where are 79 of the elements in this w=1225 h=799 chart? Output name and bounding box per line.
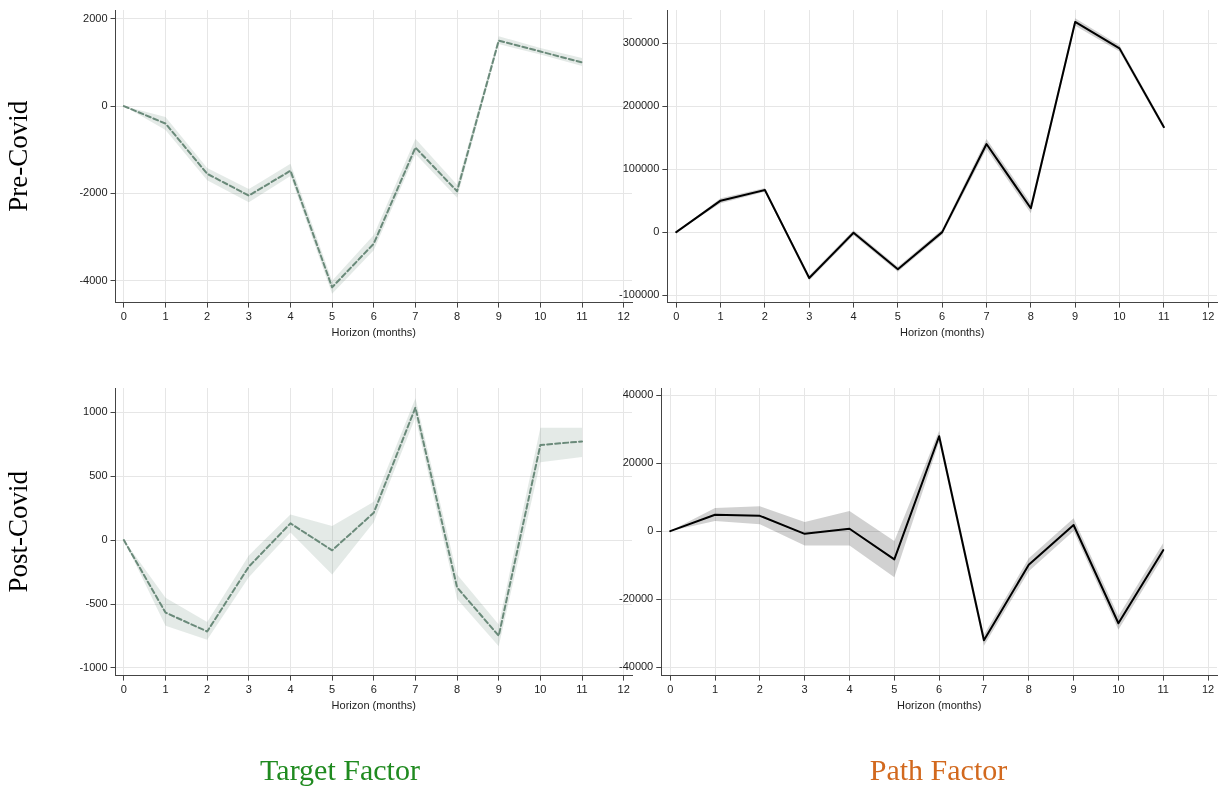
x-axis-title: Horizon (months) [331,326,416,339]
text: Target Factor [260,753,420,787]
x-tick-label: 1 [717,310,724,323]
y-tick-label: 2000 [83,11,108,24]
y-tick-label: -2000 [79,186,108,199]
x-tick-label: 9 [495,310,502,323]
x-tick-label: 3 [806,310,813,323]
y-tick-label: 0 [101,99,108,112]
x-tick-label: 6 [939,310,946,323]
x-tick-label: 11 [1158,310,1170,323]
x-tick-label: 3 [245,683,252,696]
x-tick-label: 7 [412,683,419,696]
x-tick-label: 12 [617,310,630,323]
x-tick-label: 2 [204,310,211,323]
x-tick-label: 6 [370,683,377,696]
x-tick-label: 3 [245,310,252,323]
x-axis-title: Horizon (months) [896,699,982,712]
x-tick-label: 9 [1070,683,1077,696]
x-tick-label: 4 [287,683,294,696]
y-tick-label: 1000 [83,405,108,418]
x-tick-label: 4 [846,683,853,696]
x-tick-label: 12 [1201,683,1215,696]
text: Path Factor [869,753,1008,787]
x-tick-label: 0 [673,310,680,323]
y-tick-label: 40000 [622,388,654,401]
y-tick-label: -20000 [618,592,654,605]
x-tick-label: 6 [936,683,943,696]
x-tick-label: 1 [162,683,169,696]
x-tick-label: 7 [412,310,419,323]
x-tick-label: 7 [980,683,988,696]
x-tick-label: 2 [756,683,763,696]
y-tick-label: 20000 [622,456,654,469]
y-tick-label: 500 [89,469,108,482]
x-tick-label: 5 [891,683,898,696]
x-tick-label: 10 [534,310,547,323]
x-tick-label: 4 [287,310,294,323]
x-axis-title: Horizon (months) [331,699,416,712]
y-tick-label: 0 [101,533,108,546]
y-tick-label: -100000 [618,288,660,301]
x-tick-label: 9 [495,683,502,696]
x-tick-label: 8 [1027,310,1034,323]
x-tick-label: 6 [370,310,377,323]
x-tick-label: 8 [1025,683,1032,696]
x-tick-label: 11 [576,310,588,323]
y-axis-title: Post-Covid [3,470,34,593]
x-tick-label: 7 [983,310,990,323]
y-axis-title: Pre-Covid [3,100,34,212]
y-tick-label: 300000 [622,36,660,49]
x-tick-label: 2 [761,310,768,323]
x-tick-label: 0 [120,683,127,696]
x-tick-label: 3 [801,683,808,696]
y-tick-label: 100000 [622,162,660,175]
y-tick-label: -500 [85,597,108,610]
x-tick-label: 0 [667,683,674,696]
x-tick-label: 8 [454,683,461,696]
x-tick-label: 1 [711,683,719,696]
x-tick-label: 0 [120,310,127,323]
y-tick-label: -1000 [79,660,108,673]
x-tick-label: 1 [162,310,169,323]
x-tick-label: 10 [1112,683,1125,696]
x-tick-label: 9 [1072,310,1079,323]
x-tick-label: 11 [1157,683,1169,696]
x-tick-label: 8 [454,310,461,323]
y-tick-label: -4000 [79,273,108,286]
x-axis-title: Horizon (months) [900,326,985,339]
x-tick-label: 5 [894,310,901,323]
x-tick-label: 4 [850,310,857,323]
x-tick-label: 10 [534,683,547,696]
y-tick-label: 200000 [622,99,660,112]
x-tick-label: 12 [617,683,630,696]
y-tick-label: -40000 [618,660,654,673]
x-tick-label: 11 [576,683,588,696]
x-tick-label: 10 [1113,310,1126,323]
x-tick-label: 5 [329,310,336,323]
y-tick-label: 0 [647,524,654,537]
x-tick-label: 5 [329,683,336,696]
x-tick-label: 2 [204,683,211,696]
y-tick-label: 0 [653,225,660,238]
x-tick-label: 12 [1202,310,1215,323]
